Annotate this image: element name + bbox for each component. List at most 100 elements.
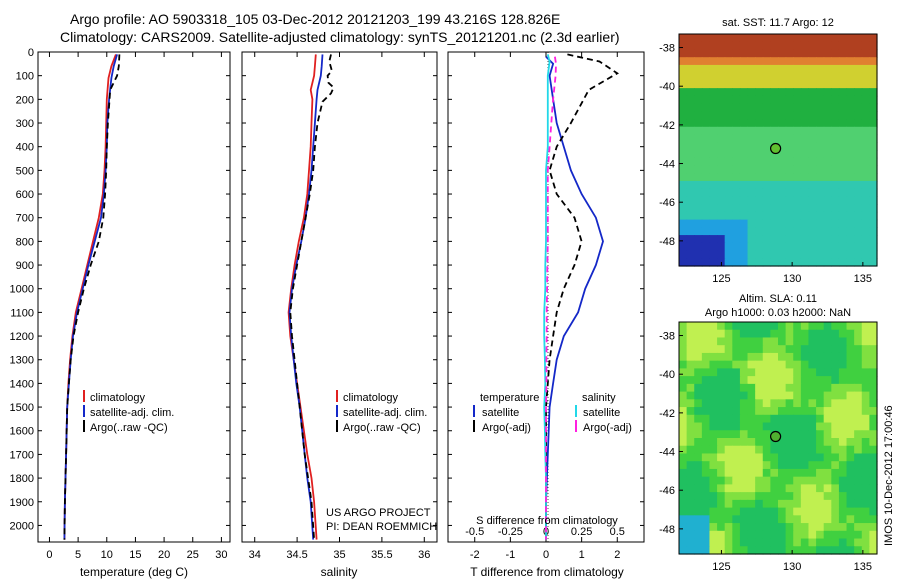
temperature-plot-frame — [37, 51, 231, 543]
map-cell — [838, 476, 848, 485]
map-cell — [739, 329, 749, 339]
map-cell — [724, 345, 733, 354]
map-cell — [831, 546, 840, 555]
map-cell — [770, 322, 779, 331]
map-cell — [861, 258, 870, 267]
map-cell — [747, 530, 756, 540]
map-cell — [701, 41, 711, 51]
map-cell — [732, 72, 741, 81]
map-cell — [808, 352, 817, 362]
map-cell — [800, 453, 810, 462]
map-cell — [793, 180, 802, 190]
map-cell — [755, 538, 764, 547]
y-tick-label: 1300 — [10, 355, 34, 367]
map-cell — [739, 34, 749, 43]
map-cell — [747, 103, 756, 112]
map-cell — [808, 88, 817, 97]
map-cell — [823, 407, 832, 416]
map-cell — [747, 211, 756, 221]
map-cell — [785, 399, 794, 408]
x-tick-label: 5 — [75, 549, 81, 561]
map-cell — [800, 407, 810, 416]
sst-map-frame — [678, 33, 878, 267]
map-cell — [816, 414, 825, 424]
map-cell — [808, 119, 817, 128]
map-cell — [785, 119, 794, 128]
map-cell — [854, 329, 863, 339]
map-cell — [762, 468, 771, 478]
map-cell — [739, 468, 749, 478]
map-cell — [816, 530, 825, 540]
map-cell — [747, 414, 756, 424]
map-cell — [808, 41, 817, 51]
map-cell — [724, 492, 733, 501]
map-cell — [724, 368, 733, 377]
map-cell — [854, 337, 863, 346]
map-cell — [694, 196, 703, 205]
map-cell — [800, 391, 810, 400]
map-cell — [679, 461, 688, 470]
map-cell — [694, 461, 703, 470]
map-cell — [785, 499, 794, 509]
map-cell — [846, 34, 855, 43]
map-cell — [816, 49, 825, 58]
map-cell — [717, 523, 726, 532]
map-cell — [770, 399, 779, 408]
map-cell — [732, 383, 741, 393]
map-cell — [732, 250, 741, 259]
map-cell — [755, 376, 764, 385]
map-cell — [808, 188, 817, 197]
map-cell — [854, 126, 863, 136]
map-cell — [686, 72, 695, 81]
map-cell — [846, 219, 855, 228]
map-cell — [861, 538, 870, 547]
map-cell — [823, 546, 832, 555]
map-cell — [679, 219, 688, 228]
map-cell — [808, 484, 817, 493]
map-cell — [816, 476, 825, 485]
map-cell — [816, 422, 825, 431]
map-cell — [838, 360, 848, 369]
map-cell — [823, 391, 832, 400]
map-cell — [732, 422, 741, 431]
map-cell — [816, 329, 825, 339]
map-cell — [679, 360, 688, 369]
map-cell — [831, 391, 840, 400]
map-cell — [739, 368, 749, 377]
map-cell — [823, 383, 832, 393]
map-cell — [861, 134, 870, 143]
map-cell — [724, 173, 733, 182]
map-cell — [709, 235, 718, 244]
map-cell — [831, 165, 840, 174]
map-cell — [838, 204, 848, 213]
map-cell — [770, 337, 779, 346]
map-cell — [831, 352, 840, 362]
map-cell — [770, 165, 779, 174]
map-cell — [709, 376, 718, 385]
map-cell — [732, 142, 741, 151]
map-cell — [770, 72, 779, 81]
map-cell — [762, 150, 771, 159]
map-x-tick-label: 125 — [712, 273, 730, 285]
map-cell — [755, 88, 764, 97]
map-cell — [838, 157, 848, 167]
map-cell — [816, 337, 825, 346]
map-cell — [755, 407, 764, 416]
map-cell — [686, 530, 695, 540]
map-cell — [770, 538, 779, 547]
map-cell — [800, 34, 810, 43]
map-cell — [785, 88, 794, 97]
map-cell — [701, 95, 711, 105]
map-cell — [686, 95, 695, 105]
map-cell — [732, 329, 741, 339]
map-cell — [701, 250, 711, 259]
map-cell — [800, 422, 810, 431]
map-cell — [808, 180, 817, 190]
map-cell — [800, 461, 810, 470]
map-cell — [686, 88, 695, 97]
map-cell — [762, 250, 771, 259]
map-cell — [808, 461, 817, 470]
map-cell — [854, 211, 863, 221]
map-cell — [739, 80, 749, 89]
map-cell — [869, 530, 878, 540]
